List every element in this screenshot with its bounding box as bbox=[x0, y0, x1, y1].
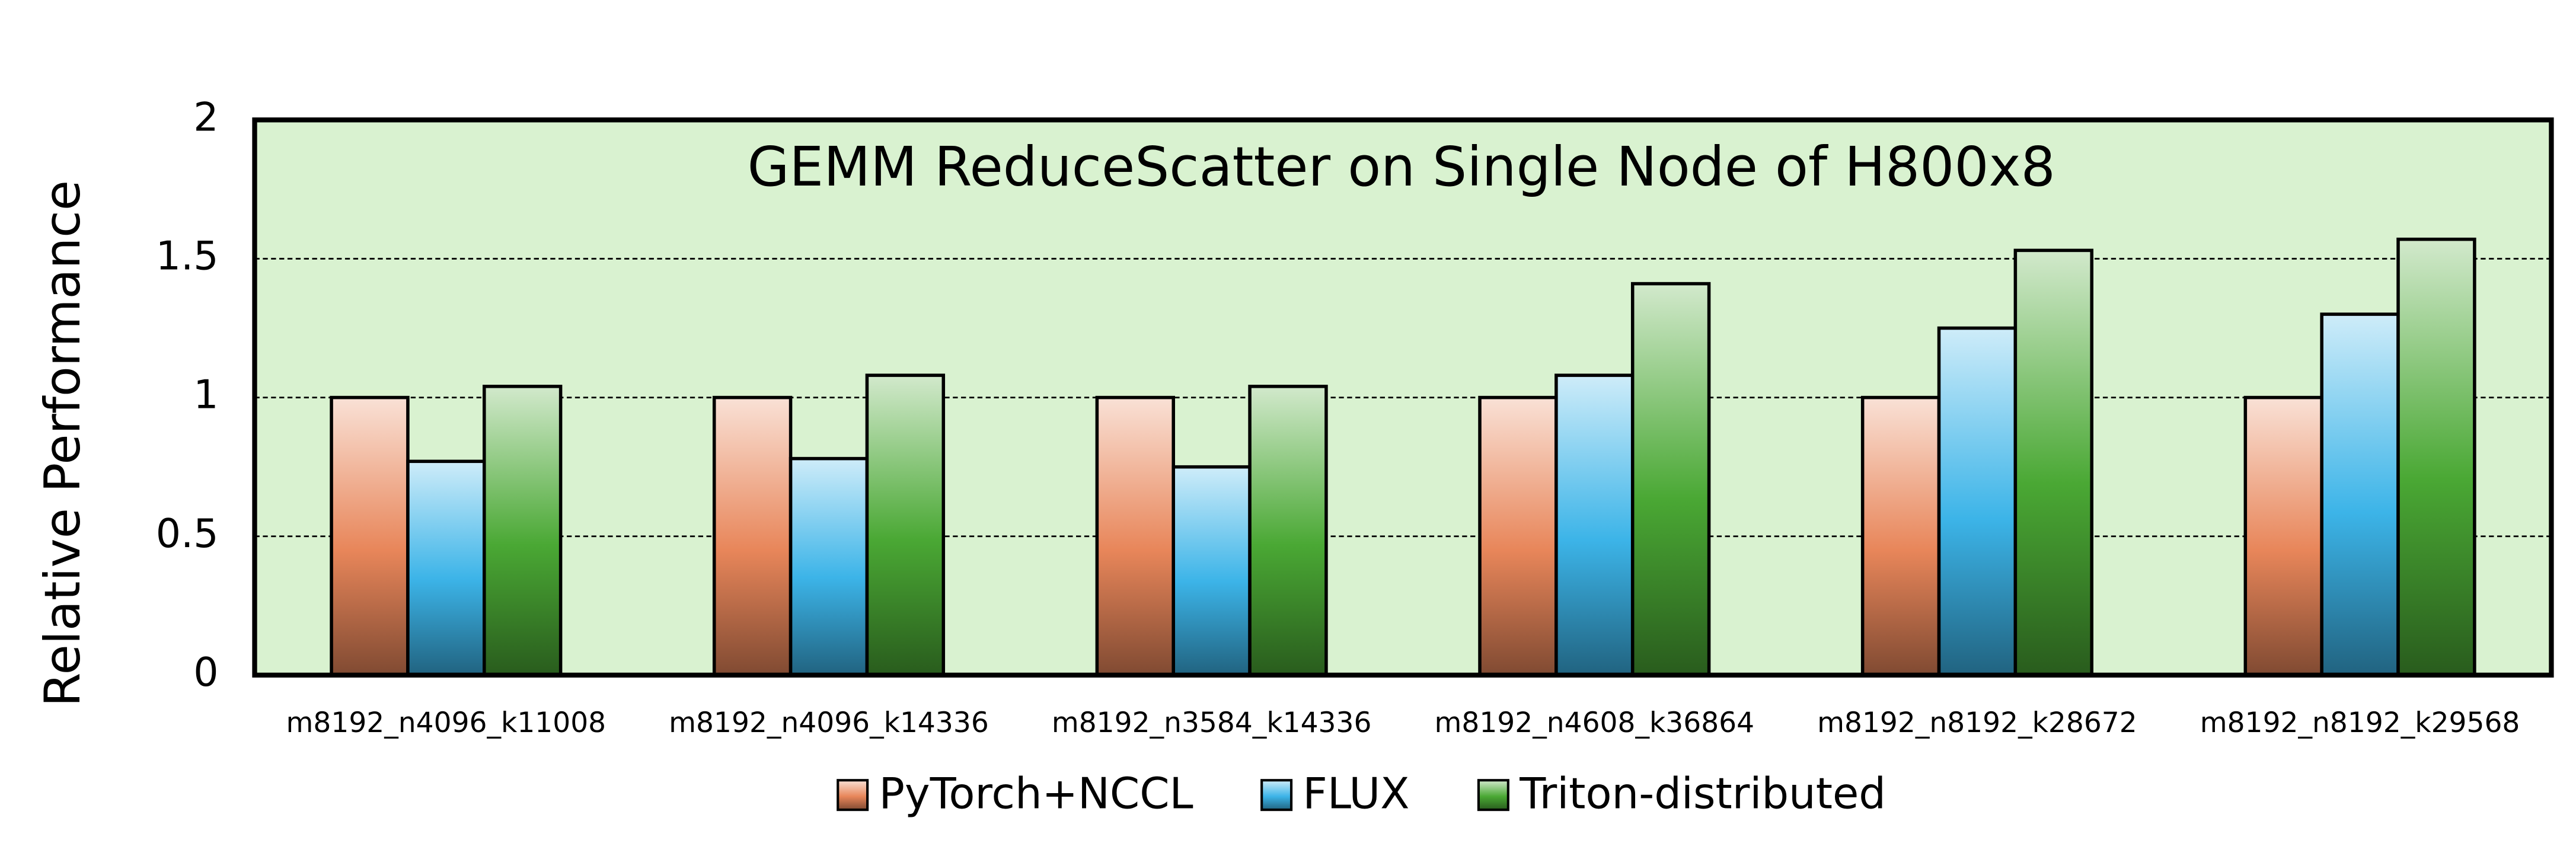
bar bbox=[406, 459, 486, 677]
bar bbox=[1248, 385, 1328, 677]
legend-label: PyTorch+NCCL bbox=[879, 768, 1193, 818]
bar bbox=[789, 456, 869, 677]
plot-frame bbox=[252, 117, 2554, 678]
y-axis-label: Relative Performance bbox=[34, 180, 91, 707]
x-tick-label: m8192_n4096_k14336 bbox=[669, 707, 989, 739]
legend-label: Triton-distributed bbox=[1519, 768, 1886, 818]
y-tick-label: 1 bbox=[193, 372, 218, 418]
bar bbox=[865, 373, 946, 677]
bar bbox=[2320, 312, 2400, 677]
chart-title: GEMM ReduceScatter on Single Node of H80… bbox=[748, 135, 2055, 199]
bar bbox=[1630, 282, 1711, 677]
legend-swatch bbox=[1260, 779, 1293, 812]
bar bbox=[1478, 395, 1558, 677]
x-tick-label: m8192_n4608_k36864 bbox=[1434, 707, 1754, 739]
bar bbox=[2013, 248, 2094, 677]
legend-label: FLUX bbox=[1303, 768, 1409, 818]
bar bbox=[482, 385, 563, 677]
y-tick-label: 0.5 bbox=[156, 510, 219, 557]
bar bbox=[712, 395, 793, 677]
y-tick-label: 2 bbox=[193, 94, 218, 140]
y-tick-label: 1.5 bbox=[156, 233, 219, 279]
x-tick-label: m8192_n4096_k11008 bbox=[286, 707, 607, 739]
bar bbox=[1860, 395, 1941, 677]
x-tick-label: m8192_n8192_k28672 bbox=[1817, 707, 2137, 739]
bar bbox=[1172, 465, 1252, 677]
bar bbox=[2243, 395, 2323, 677]
y-tick-label: 0 bbox=[193, 649, 218, 695]
x-tick-label: m8192_n3584_k14336 bbox=[1052, 707, 1372, 739]
bar bbox=[1095, 395, 1175, 677]
legend-swatch bbox=[837, 779, 869, 812]
x-tick-label: m8192_n8192_k29568 bbox=[2200, 707, 2520, 739]
bar bbox=[2396, 237, 2476, 677]
bar bbox=[1937, 326, 2018, 677]
plot-background bbox=[254, 120, 2552, 675]
legend-swatch bbox=[1477, 779, 1509, 812]
bar bbox=[330, 395, 410, 677]
bar bbox=[1554, 373, 1635, 677]
